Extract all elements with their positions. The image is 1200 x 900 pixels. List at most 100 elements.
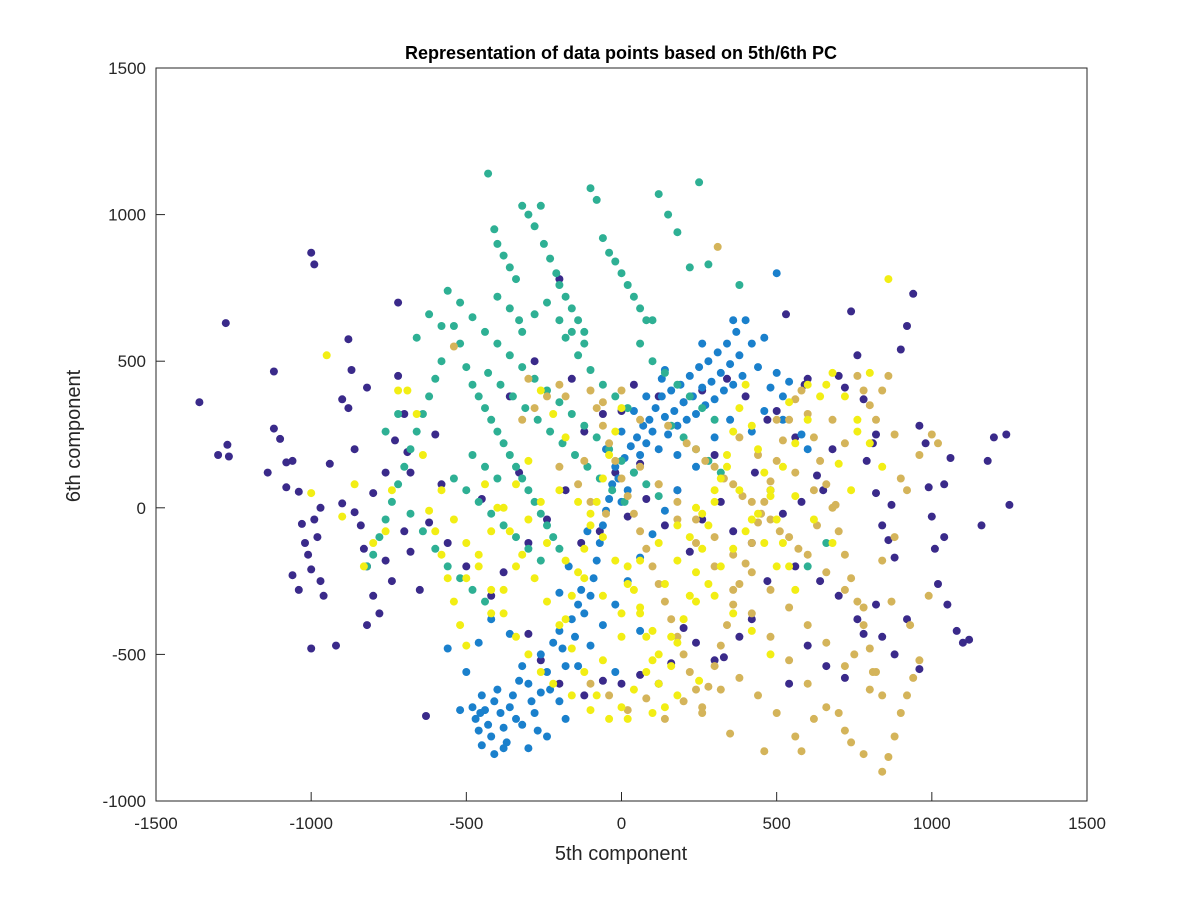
data-point [698,544,707,553]
data-point [617,386,626,395]
data-point [555,398,564,407]
data-point [766,477,775,486]
data-point [822,480,831,489]
data-point [670,407,679,415]
data-point [890,533,899,542]
data-point [524,210,533,219]
data-point [481,404,489,413]
data-point [710,462,719,471]
data-point [586,497,595,506]
data-point [456,298,465,307]
data-point [822,638,831,647]
data-point [828,445,837,454]
data-point [214,451,223,459]
data-point [512,714,520,723]
data-point [738,371,747,380]
data-point [536,656,545,665]
data-point [813,471,821,480]
data-point [847,574,856,583]
data-point [623,562,632,571]
data-point [763,415,772,424]
data-point [766,383,775,392]
data-point [723,451,731,459]
data-point [828,368,837,377]
data-point [834,591,843,600]
data-point [356,521,365,530]
data-point [555,544,564,553]
data-point [580,574,589,583]
data-point [865,644,874,653]
data-point [276,434,285,443]
data-point [754,518,762,527]
data-point [567,304,576,313]
data-point [660,521,669,530]
data-point [536,201,545,210]
data-point [449,515,458,524]
data-point [375,533,384,542]
data-point [468,703,477,712]
data-point [406,445,415,454]
data-point [629,509,638,518]
y-tick-label: 1500 [108,59,146,78]
data-point [952,626,961,635]
data-point [394,371,403,380]
data-point [710,486,719,495]
data-point [403,386,412,395]
data-point [723,339,731,348]
data-point [493,685,502,694]
data-point [636,415,645,424]
data-point [872,489,880,498]
data-point [642,439,651,448]
data-point [505,351,514,360]
data-point [282,458,291,467]
data-point [716,468,725,477]
data-point [710,415,719,424]
data-point [363,383,371,392]
data-point [766,650,775,659]
data-point [924,483,933,492]
data-point [449,342,458,351]
data-point [977,521,986,530]
data-point [629,585,638,594]
data-point [698,404,707,413]
data-point [716,641,725,650]
data-point [617,632,626,641]
data-point [555,588,564,597]
data-point [692,410,700,418]
data-point [474,497,483,506]
data-point [518,415,527,424]
data-point [524,486,533,495]
data-point [481,462,489,471]
data-point [580,544,589,553]
data-point [567,644,576,653]
data-point [493,474,502,483]
data-point [484,169,493,178]
data-point [487,415,496,424]
data-point [505,451,514,459]
data-point [617,703,626,712]
data-point [896,474,905,483]
data-point [735,580,744,588]
data-point [840,726,849,735]
data-point [791,395,800,404]
data-point [704,260,713,269]
data-point [940,533,949,542]
data-point [617,474,626,483]
data-point [654,580,663,588]
data-point [223,440,232,449]
data-point [760,497,769,506]
data-point [782,310,790,319]
data-point [580,456,589,465]
data-point [791,585,800,594]
data-point [636,304,645,313]
data-point [648,709,657,717]
data-point [431,527,440,536]
data-point [726,415,735,424]
data-point [872,415,880,424]
data-point [772,456,781,465]
data-point [623,512,632,521]
data-point [862,456,871,465]
data-point [750,468,759,477]
data-point [543,386,551,395]
data-point [462,539,471,547]
